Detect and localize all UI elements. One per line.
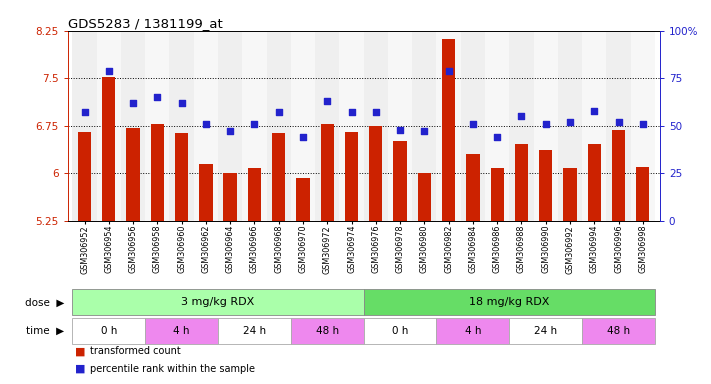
Bar xyxy=(393,141,407,384)
Point xyxy=(467,121,479,127)
Bar xyxy=(491,168,504,384)
Bar xyxy=(606,31,631,221)
Bar xyxy=(169,31,194,221)
Text: 18 mg/kg RDX: 18 mg/kg RDX xyxy=(469,297,550,308)
Bar xyxy=(509,318,582,344)
Bar xyxy=(175,133,188,384)
Text: ■: ■ xyxy=(75,346,85,356)
Text: 24 h: 24 h xyxy=(243,326,266,336)
Bar xyxy=(364,290,655,315)
Bar xyxy=(631,31,655,221)
Bar xyxy=(218,31,242,221)
Bar xyxy=(364,31,388,221)
Bar xyxy=(78,132,91,384)
Bar xyxy=(636,167,649,384)
Bar xyxy=(582,318,655,344)
Bar xyxy=(364,318,437,344)
Bar xyxy=(73,318,145,344)
Point xyxy=(127,100,139,106)
Bar xyxy=(194,31,218,221)
Text: ■: ■ xyxy=(75,364,85,374)
Bar xyxy=(533,31,558,221)
Bar xyxy=(151,124,164,384)
Bar xyxy=(199,164,213,384)
Point xyxy=(201,121,212,127)
Bar xyxy=(485,31,509,221)
Bar xyxy=(339,31,364,221)
Bar xyxy=(272,133,285,384)
Text: 4 h: 4 h xyxy=(173,326,190,336)
Point xyxy=(176,100,187,106)
Bar xyxy=(563,168,577,384)
Point xyxy=(249,121,260,127)
Bar xyxy=(417,173,431,384)
Bar xyxy=(412,31,437,221)
Bar xyxy=(73,31,97,221)
Point xyxy=(346,109,357,116)
Point xyxy=(515,113,527,119)
Bar xyxy=(73,290,364,315)
Bar xyxy=(247,168,261,384)
Bar xyxy=(582,31,606,221)
Bar xyxy=(442,39,455,384)
Point xyxy=(565,119,576,125)
Bar xyxy=(539,150,552,384)
Point xyxy=(225,128,236,134)
Point xyxy=(151,94,163,100)
Point xyxy=(370,109,382,116)
Bar xyxy=(515,144,528,384)
Bar xyxy=(267,31,291,221)
Point xyxy=(79,109,90,116)
Text: time  ▶: time ▶ xyxy=(26,326,64,336)
Point xyxy=(321,98,333,104)
Text: 3 mg/kg RDX: 3 mg/kg RDX xyxy=(181,297,255,308)
Bar xyxy=(612,130,625,384)
Point xyxy=(491,134,503,140)
Bar xyxy=(437,318,509,344)
Bar xyxy=(102,77,115,384)
Bar xyxy=(97,31,121,221)
Text: percentile rank within the sample: percentile rank within the sample xyxy=(90,364,255,374)
Text: dose  ▶: dose ▶ xyxy=(25,297,64,308)
Point xyxy=(419,128,430,134)
Point xyxy=(103,68,114,74)
Bar xyxy=(127,128,140,384)
Point xyxy=(589,108,600,114)
Bar xyxy=(145,31,169,221)
Text: 0 h: 0 h xyxy=(101,326,117,336)
Bar xyxy=(345,132,358,384)
Bar xyxy=(388,31,412,221)
Point xyxy=(443,68,454,74)
Bar xyxy=(296,178,310,384)
Bar xyxy=(466,154,480,384)
Text: 4 h: 4 h xyxy=(465,326,481,336)
Bar xyxy=(558,31,582,221)
Bar xyxy=(242,31,267,221)
Text: 0 h: 0 h xyxy=(392,326,408,336)
Point xyxy=(395,126,406,132)
Bar xyxy=(587,144,601,384)
Bar xyxy=(291,31,315,221)
Bar xyxy=(218,318,291,344)
Text: 48 h: 48 h xyxy=(607,326,630,336)
Text: transformed count: transformed count xyxy=(90,346,181,356)
Bar xyxy=(291,318,364,344)
Bar xyxy=(369,126,383,384)
Point xyxy=(297,134,309,140)
Point xyxy=(613,119,624,125)
Bar xyxy=(437,31,461,221)
Bar xyxy=(145,318,218,344)
Bar xyxy=(223,173,237,384)
Bar xyxy=(509,31,533,221)
Point xyxy=(273,109,284,116)
Text: 24 h: 24 h xyxy=(534,326,557,336)
Text: GDS5283 / 1381199_at: GDS5283 / 1381199_at xyxy=(68,17,223,30)
Text: 48 h: 48 h xyxy=(316,326,339,336)
Point xyxy=(637,121,648,127)
Bar xyxy=(461,31,485,221)
Bar xyxy=(315,31,339,221)
Bar xyxy=(321,124,334,384)
Bar xyxy=(121,31,145,221)
Point xyxy=(540,121,552,127)
